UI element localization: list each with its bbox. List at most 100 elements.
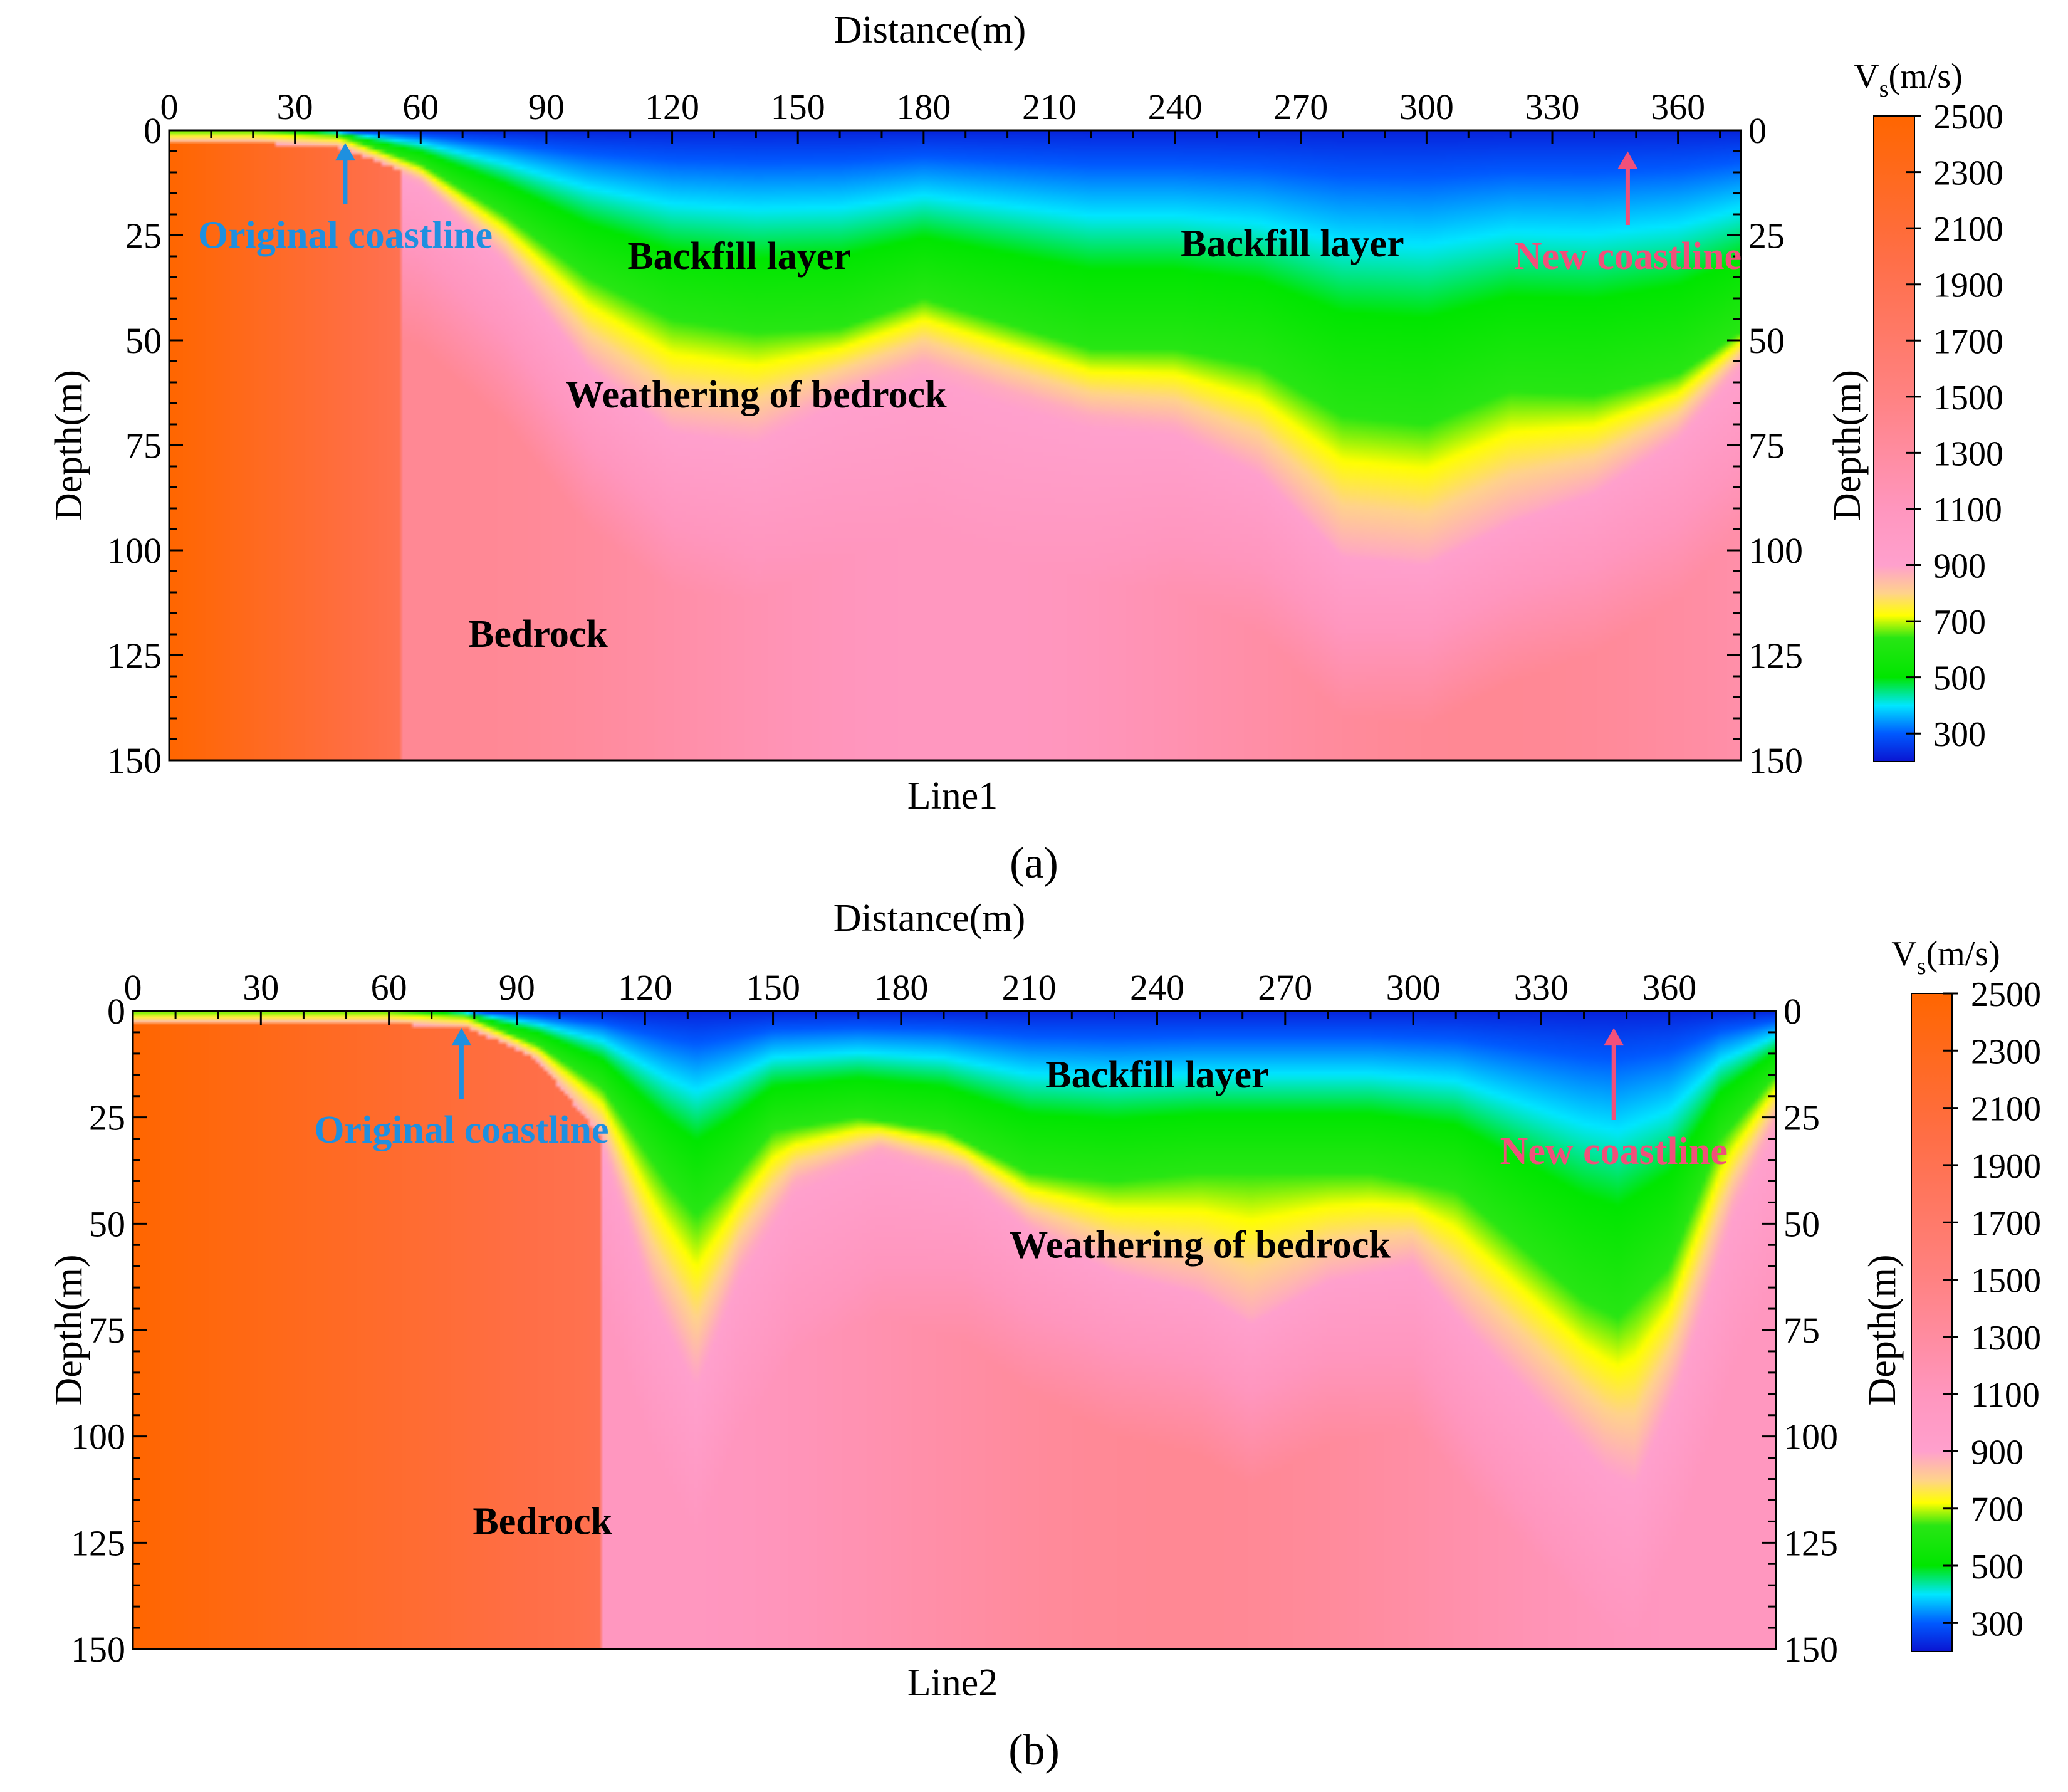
y-tick-label-left: 75: [125, 426, 162, 466]
y-tick-label-right: 75: [1783, 1310, 1820, 1351]
y-tick-label-left: 125: [71, 1522, 125, 1563]
y-tick-label-right: 150: [1748, 740, 1803, 781]
colorbar-tick-label: 1300: [1971, 1319, 2041, 1358]
colorbar-tick-label: 500: [1933, 659, 1986, 698]
y-tick-label-left: 100: [71, 1417, 125, 1457]
y-tick-label-right: 100: [1783, 1417, 1838, 1457]
colorbar-tick-label: 900: [1971, 1433, 2024, 1472]
colorbar-title-unit: (m/s): [1926, 935, 2000, 973]
y-tick-label-right: 150: [1783, 1629, 1838, 1670]
y-tick-label-right: 25: [1783, 1098, 1820, 1138]
colorbar-tick-label: 1500: [1971, 1262, 2041, 1301]
colorbar-tick-label: 2300: [1933, 154, 2003, 193]
coastline-arrow-head: [1604, 1028, 1624, 1046]
y-axis-title-right: Depth(m): [1861, 1254, 1904, 1405]
annotation-label: Weathering of bedrock: [1009, 1223, 1391, 1266]
x-axis-title: Distance(m): [833, 897, 1025, 940]
y-tick-label-right: 50: [1783, 1203, 1820, 1244]
x-tick-label: 120: [645, 86, 699, 127]
x-tick-label: 0: [124, 967, 142, 1008]
colorbar-tick-label: 1700: [1933, 322, 2003, 361]
x-tick-label: 60: [402, 86, 439, 127]
x-tick-label: 210: [1022, 86, 1077, 127]
y-tick-label-left: 25: [89, 1098, 125, 1138]
colorbar-tick-label: 1100: [1971, 1376, 2040, 1415]
y-tick-label-left: 75: [89, 1310, 125, 1351]
colorbar-title: Vs(m/s): [1891, 935, 2000, 980]
x-tick-label: 60: [371, 967, 407, 1008]
y-tick-label-left: 0: [107, 991, 125, 1032]
colorbar-tick-label: 900: [1933, 547, 1986, 586]
x-tick-label: 0: [160, 86, 179, 127]
colorbar-tick-label: 1100: [1933, 491, 2002, 530]
colorbar-tick-label: 300: [1971, 1605, 2024, 1643]
annotation-label: Weathering of bedrock: [565, 374, 947, 416]
x-tick-label: 150: [771, 86, 825, 127]
annotation-label: New coastline: [1514, 235, 1742, 278]
y-tick-label-left: 0: [144, 110, 162, 151]
y-axis: 0 0 25 25 50 50 75 75 100 100 125 125 150 150: [107, 110, 1803, 781]
y-tick-label-right: 0: [1748, 110, 1767, 151]
colorbar-tick-label: 1500: [1933, 379, 2003, 417]
y-tick-label-left: 150: [71, 1629, 125, 1670]
x-tick-label: 330: [1514, 967, 1569, 1008]
coastline-arrow-head: [335, 143, 355, 161]
annotation-label: Bedrock: [473, 1500, 612, 1543]
annotation-label: Original coastline: [314, 1109, 608, 1151]
x-tick-label: 270: [1273, 86, 1328, 127]
annotation-label: Original coastline: [198, 214, 493, 257]
y-tick-label-left: 25: [125, 216, 162, 256]
colorbar-tick-label: 2500: [1933, 98, 2003, 137]
x-tick-label: 180: [896, 86, 951, 127]
y-tick-label-left: 150: [107, 740, 162, 781]
colorbar-tick-label: 700: [1971, 1491, 2024, 1529]
x-axis-title: Distance(m): [834, 9, 1026, 51]
y-tick-label-right: 100: [1748, 530, 1803, 571]
coastline-arrow-head: [1617, 151, 1638, 169]
colorbar-title-main: V: [1854, 57, 1879, 96]
x-tick-label: 360: [1642, 967, 1696, 1008]
velocity-field: [169, 130, 1741, 760]
colorbar-title-sub: s: [1917, 953, 1926, 980]
y-tick-label-left: 50: [89, 1203, 125, 1244]
colorbar-tick-label: 1900: [1971, 1147, 2041, 1186]
velocity-field: [133, 1011, 1776, 1649]
line-label: Line1: [907, 775, 998, 817]
colorbar-tick-label: 2100: [1971, 1090, 2041, 1129]
y-tick-label-left: 100: [107, 530, 162, 571]
annotations: Original coastline New coastline Backfill …: [198, 143, 1742, 656]
colorbar-tick-label: 500: [1971, 1548, 2024, 1586]
x-tick-label: 240: [1130, 967, 1184, 1008]
y-axis-title-right: Depth(m): [1826, 370, 1869, 521]
colorbar: 300 500 700 900 1100 1300 1500 1700 1900 2100 2300…: [1891, 935, 2041, 1652]
x-tick-label: 120: [618, 967, 672, 1008]
x-tick-label: 90: [499, 967, 535, 1008]
colorbar-tick-label: 2100: [1933, 210, 2003, 249]
y-tick-label-right: 125: [1748, 636, 1803, 676]
y-tick-label-left: 50: [125, 320, 162, 361]
colorbar-scale: [1911, 993, 1953, 1652]
colorbar: 300 500 700 900 1100 1300 1500 1700 1900 2100 2300…: [1854, 57, 2003, 762]
panel-label: (a): [1010, 839, 1058, 888]
y-tick-label-right: 25: [1748, 216, 1785, 256]
x-tick-label: 180: [874, 967, 928, 1008]
x-tick-label: 330: [1525, 86, 1580, 127]
x-tick-label: 300: [1386, 967, 1441, 1008]
colorbar-tick-label: 2300: [1971, 1032, 2041, 1071]
line-label: Line2: [907, 1662, 998, 1704]
y-tick-label-right: 125: [1783, 1522, 1838, 1563]
annotation-label: Backfill layer: [1181, 223, 1404, 265]
annotation-label: Backfill layer: [1045, 1054, 1268, 1096]
x-tick-label: 360: [1651, 86, 1705, 127]
x-axis: 0 30 60 90 120 150 180 210 240 270 300 330 360: [124, 967, 1756, 1025]
x-axis: 0 30 60 90 120 150 180 210 240 270 300 330 360: [160, 86, 1721, 144]
annotation-label: Bedrock: [468, 613, 608, 656]
y-axis-title-left: Depth(m): [48, 370, 90, 521]
y-tick-label-right: 75: [1748, 426, 1785, 466]
colorbar-title-unit: (m/s): [1889, 57, 1963, 96]
x-tick-label: 30: [277, 86, 313, 127]
y-tick-label-left: 125: [107, 636, 162, 676]
colorbar-tick-label: 2500: [1971, 975, 2041, 1014]
panel-label: (b): [1008, 1726, 1060, 1774]
